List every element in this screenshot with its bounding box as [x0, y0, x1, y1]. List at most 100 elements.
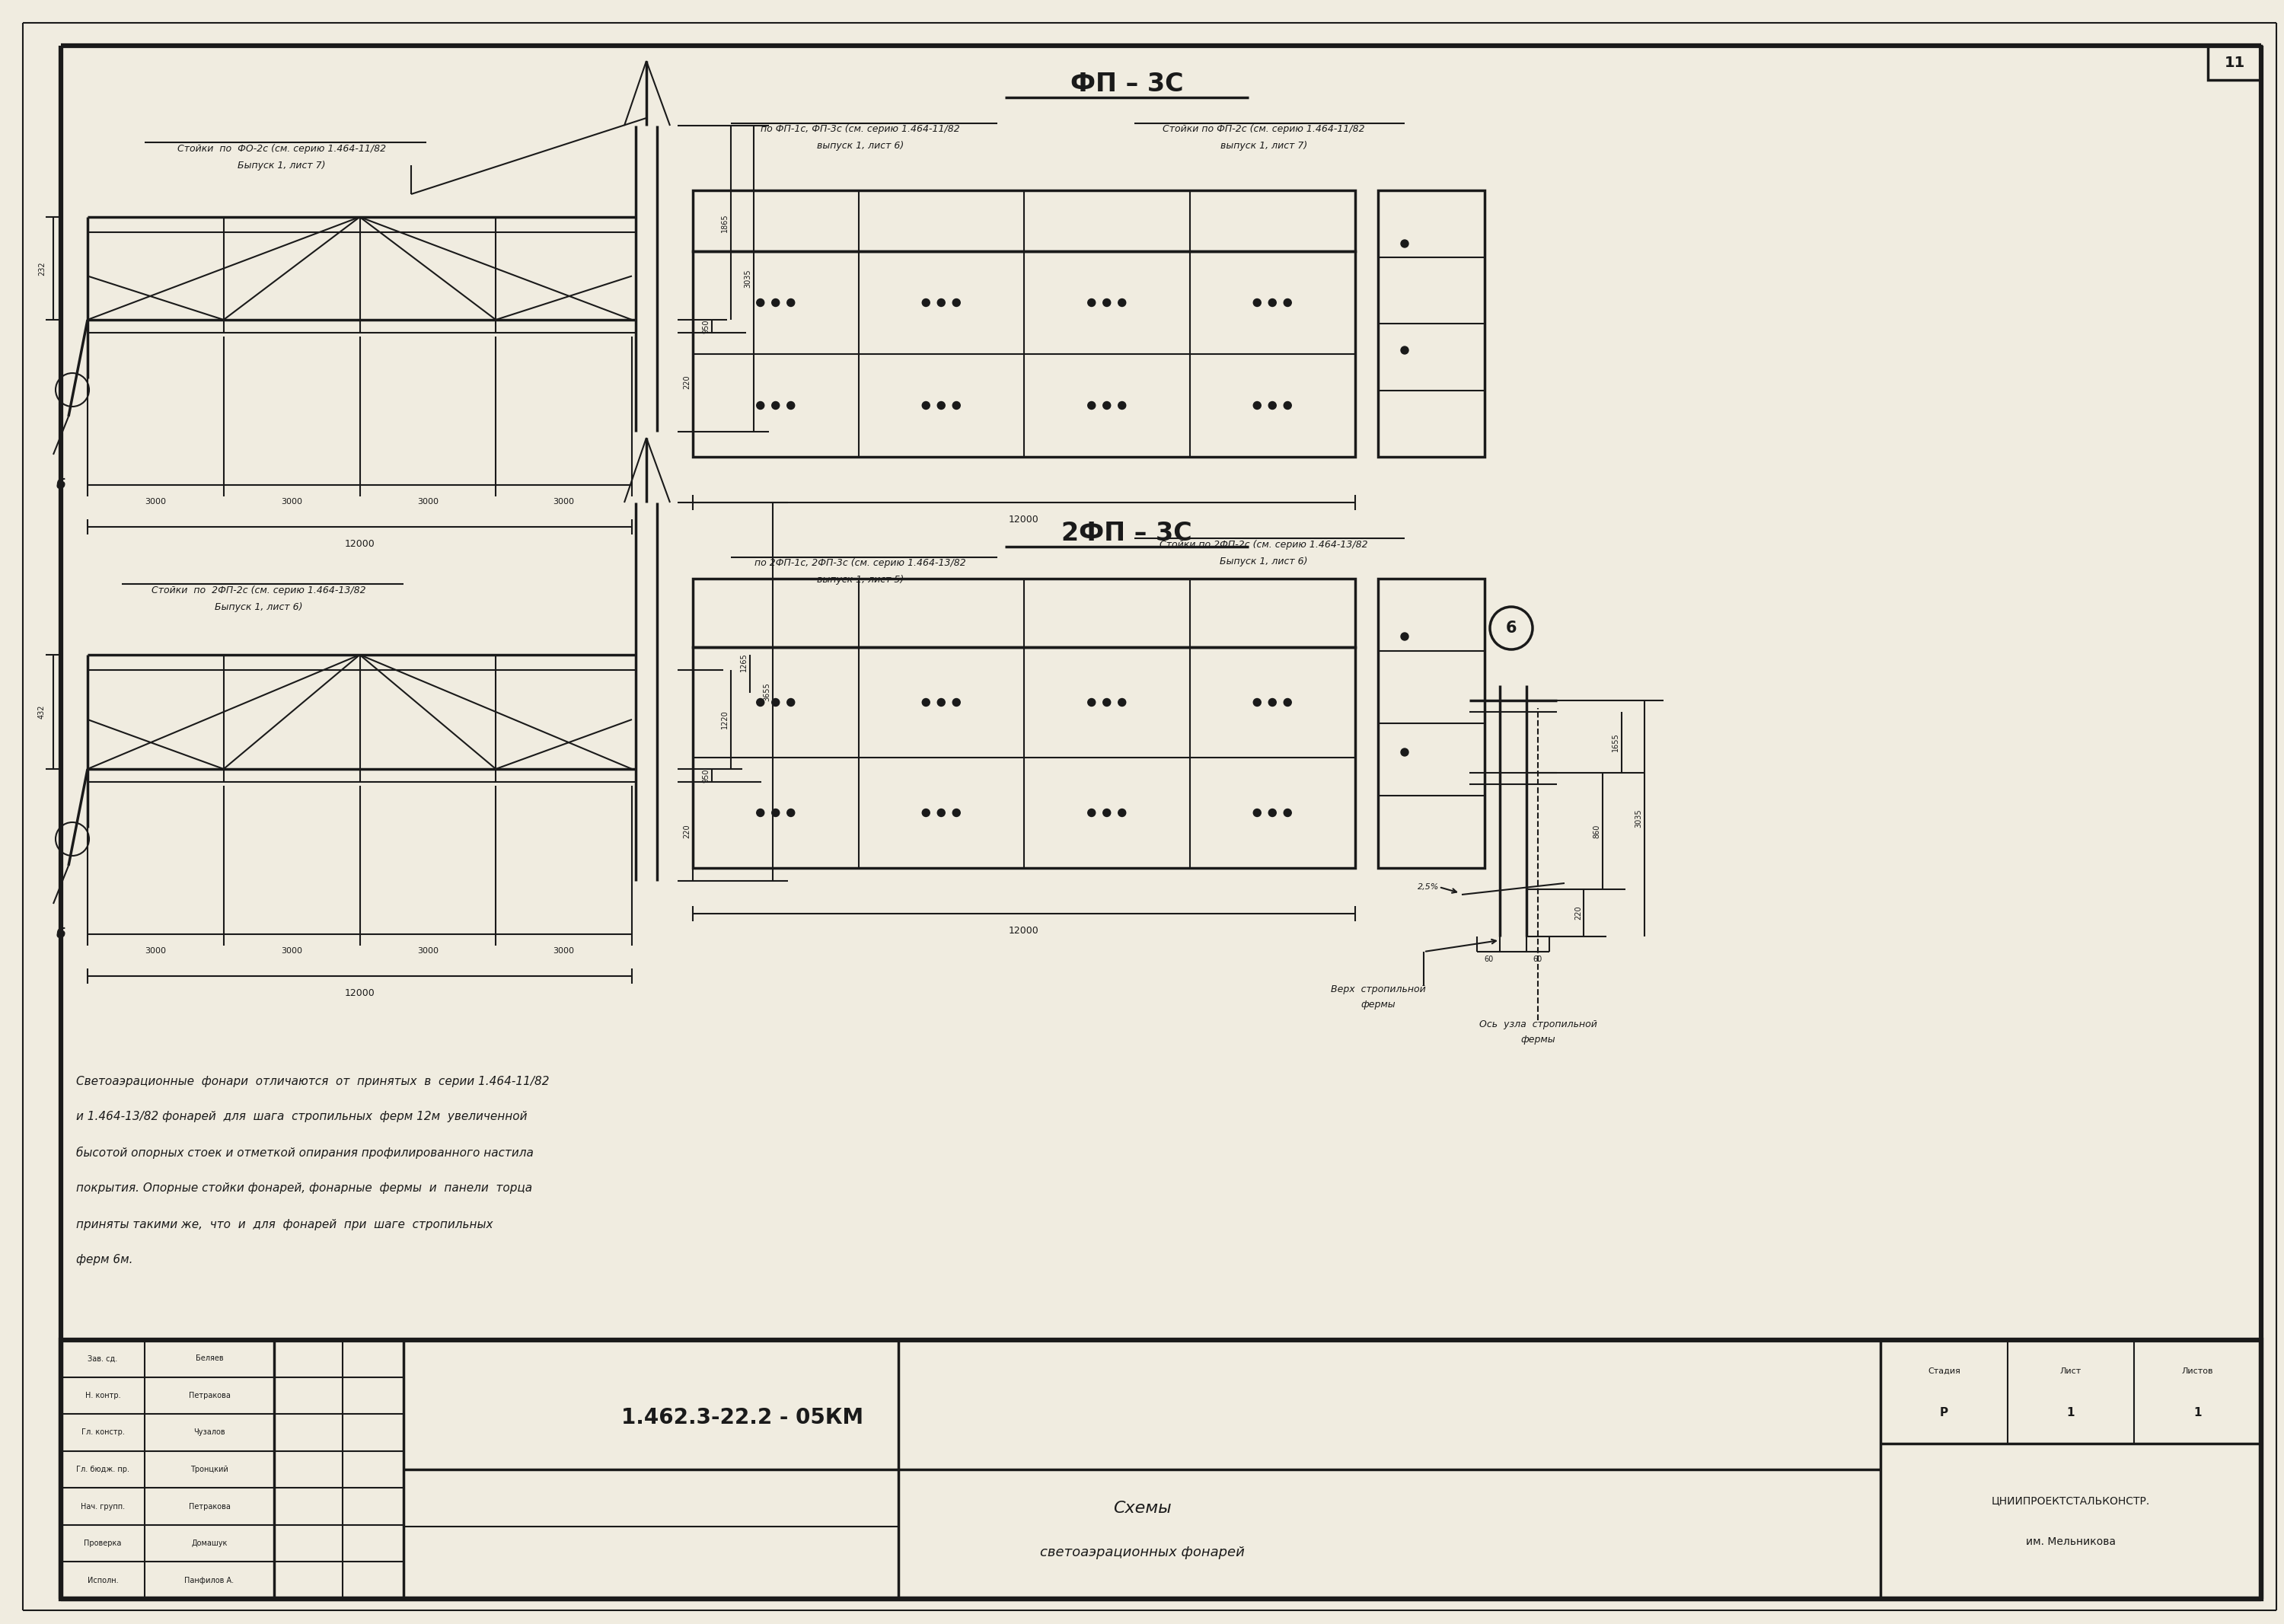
- Circle shape: [952, 698, 959, 706]
- Circle shape: [1268, 299, 1277, 307]
- Text: 1865: 1865: [722, 213, 729, 232]
- Text: ЦНИИПРОЕКТСТАЛЬКОНСТР.: ЦНИИПРОЕКТСТАЛЬКОНСТР.: [1992, 1496, 2149, 1505]
- Circle shape: [936, 299, 946, 307]
- Text: приняты такими же,  что  и  для  фонарей  при  шаге  стропильных: приняты такими же, что и для фонарей при…: [75, 1218, 493, 1229]
- Text: 12000: 12000: [1010, 926, 1039, 935]
- Circle shape: [1119, 299, 1126, 307]
- Circle shape: [1284, 401, 1290, 409]
- Text: Стойки по ФП-2с (см. серию 1.464-11/82: Стойки по ФП-2с (см. серию 1.464-11/82: [1163, 125, 1366, 135]
- Text: 1: 1: [2193, 1406, 2202, 1418]
- Text: Петракова: Петракова: [190, 1502, 231, 1510]
- Text: по 2ФП-1с, 2ФП-3с (см. серию 1.464-13/82: по 2ФП-1с, 2ФП-3с (см. серию 1.464-13/82: [754, 559, 966, 568]
- Text: 3655: 3655: [763, 682, 770, 702]
- Text: 432: 432: [39, 705, 46, 719]
- Text: им. Мельникова: им. Мельникова: [2026, 1536, 2115, 1548]
- Text: 12000: 12000: [345, 987, 375, 997]
- Text: 220: 220: [1574, 906, 1583, 919]
- Circle shape: [1119, 809, 1126, 817]
- Text: Исполн.: Исполн.: [87, 1577, 119, 1583]
- Text: по ФП-1с, ФП-3с (см. серию 1.464-11/82: по ФП-1с, ФП-3с (см. серию 1.464-11/82: [761, 125, 959, 135]
- Bar: [692, 252, 1354, 456]
- Text: 220: 220: [683, 375, 690, 390]
- Text: Нач. групп.: Нач. групп.: [80, 1502, 126, 1510]
- Text: 60: 60: [1533, 955, 1542, 963]
- Text: 3000: 3000: [553, 947, 576, 955]
- Text: 1655: 1655: [1613, 732, 1619, 752]
- Bar: [692, 578, 1354, 646]
- Circle shape: [1400, 346, 1409, 354]
- Circle shape: [1103, 809, 1110, 817]
- Text: 3000: 3000: [281, 499, 301, 505]
- Text: и 1.464-13/82 фонарей  для  шага  стропильных  ферм 12м  увеличенной: и 1.464-13/82 фонарей для шага стропильн…: [75, 1111, 528, 1122]
- Bar: [62, 1340, 2261, 1600]
- Text: Р: Р: [1939, 1406, 1948, 1418]
- Text: 3000: 3000: [418, 947, 439, 955]
- Circle shape: [1254, 299, 1261, 307]
- Text: Беляев: Беляев: [196, 1354, 224, 1363]
- Text: Петракова: Петракова: [190, 1392, 231, 1400]
- Circle shape: [756, 698, 765, 706]
- Circle shape: [1268, 401, 1277, 409]
- Circle shape: [1284, 299, 1290, 307]
- Circle shape: [1103, 299, 1110, 307]
- Text: Быпуск 1, лист 6): Быпуск 1, лист 6): [1220, 555, 1309, 567]
- Circle shape: [1087, 299, 1096, 307]
- Circle shape: [788, 698, 795, 706]
- Text: 11: 11: [2225, 55, 2245, 70]
- Bar: [692, 190, 1354, 252]
- Text: 1: 1: [2067, 1406, 2074, 1418]
- Text: б: б: [57, 927, 66, 940]
- Text: Чузалов: Чузалов: [194, 1429, 226, 1436]
- Text: 3000: 3000: [418, 499, 439, 505]
- Circle shape: [923, 401, 930, 409]
- Circle shape: [1087, 698, 1096, 706]
- Text: 12000: 12000: [1010, 515, 1039, 525]
- Circle shape: [1284, 698, 1290, 706]
- Bar: [692, 646, 1354, 867]
- Text: 3035: 3035: [745, 270, 751, 287]
- Circle shape: [923, 809, 930, 817]
- Text: Лист: Лист: [2060, 1367, 2081, 1376]
- Text: 1.462.3-22.2 - 05КМ: 1.462.3-22.2 - 05КМ: [621, 1406, 863, 1429]
- Text: Ось  узла  стропильной: Ось узла стропильной: [1480, 1020, 1597, 1030]
- Text: покрытия. Опорные стойки фонарей, фонарные  фермы  и  панели  торца: покрытия. Опорные стойки фонарей, фонарн…: [75, 1182, 532, 1194]
- Circle shape: [1103, 698, 1110, 706]
- Text: Проверка: Проверка: [85, 1540, 121, 1548]
- Circle shape: [788, 299, 795, 307]
- Circle shape: [952, 809, 959, 817]
- Circle shape: [1254, 698, 1261, 706]
- Text: 1265: 1265: [740, 653, 747, 672]
- Text: Стойки  по  2ФП-2с (см. серию 1.464-13/82: Стойки по 2ФП-2с (см. серию 1.464-13/82: [151, 585, 365, 594]
- Text: выпуск 1, лист 7): выпуск 1, лист 7): [1220, 141, 1306, 151]
- Text: бысотой опорных стоек и отметкой опирания профилированного настила: бысотой опорных стоек и отметкой опирани…: [75, 1147, 534, 1160]
- Text: Стойки по 2ФП-2с (см. серию 1.464-13/82: Стойки по 2ФП-2с (см. серию 1.464-13/82: [1160, 539, 1368, 549]
- Text: 6: 6: [1505, 620, 1517, 635]
- Bar: [1377, 578, 1485, 867]
- Text: светоаэрационных фонарей: светоаэрационных фонарей: [1039, 1546, 1245, 1559]
- Text: 3000: 3000: [144, 499, 167, 505]
- Text: Гл. бюдж. пр.: Гл. бюдж. пр.: [75, 1465, 130, 1473]
- Text: Стадия: Стадия: [1928, 1367, 1960, 1376]
- Circle shape: [1284, 809, 1290, 817]
- Text: Светоаэрационные  фонари  отличаются  от  принятых  в  серии 1.464-11/82: Светоаэрационные фонари отличаются от пр…: [75, 1075, 548, 1086]
- Text: 3000: 3000: [144, 947, 167, 955]
- Circle shape: [1254, 401, 1261, 409]
- Circle shape: [788, 401, 795, 409]
- Text: Стойки  по  ФО-2с (см. серию 1.464-11/82: Стойки по ФО-2с (см. серию 1.464-11/82: [178, 143, 386, 153]
- Circle shape: [936, 698, 946, 706]
- Text: Быпуск 1, лист 7): Быпуск 1, лист 7): [238, 161, 327, 171]
- Text: 12000: 12000: [345, 539, 375, 549]
- Circle shape: [788, 809, 795, 817]
- Circle shape: [772, 698, 779, 706]
- Text: Панфилов А.: Панфилов А.: [185, 1577, 235, 1583]
- Text: 860: 860: [1592, 823, 1601, 838]
- Circle shape: [772, 809, 779, 817]
- Text: 950: 950: [701, 320, 710, 333]
- Circle shape: [952, 401, 959, 409]
- Circle shape: [1087, 401, 1096, 409]
- Circle shape: [1103, 401, 1110, 409]
- Circle shape: [772, 299, 779, 307]
- Text: Схемы: Схемы: [1112, 1501, 1172, 1515]
- Text: Быпуск 1, лист 6): Быпуск 1, лист 6): [215, 603, 304, 612]
- Bar: [1377, 190, 1485, 456]
